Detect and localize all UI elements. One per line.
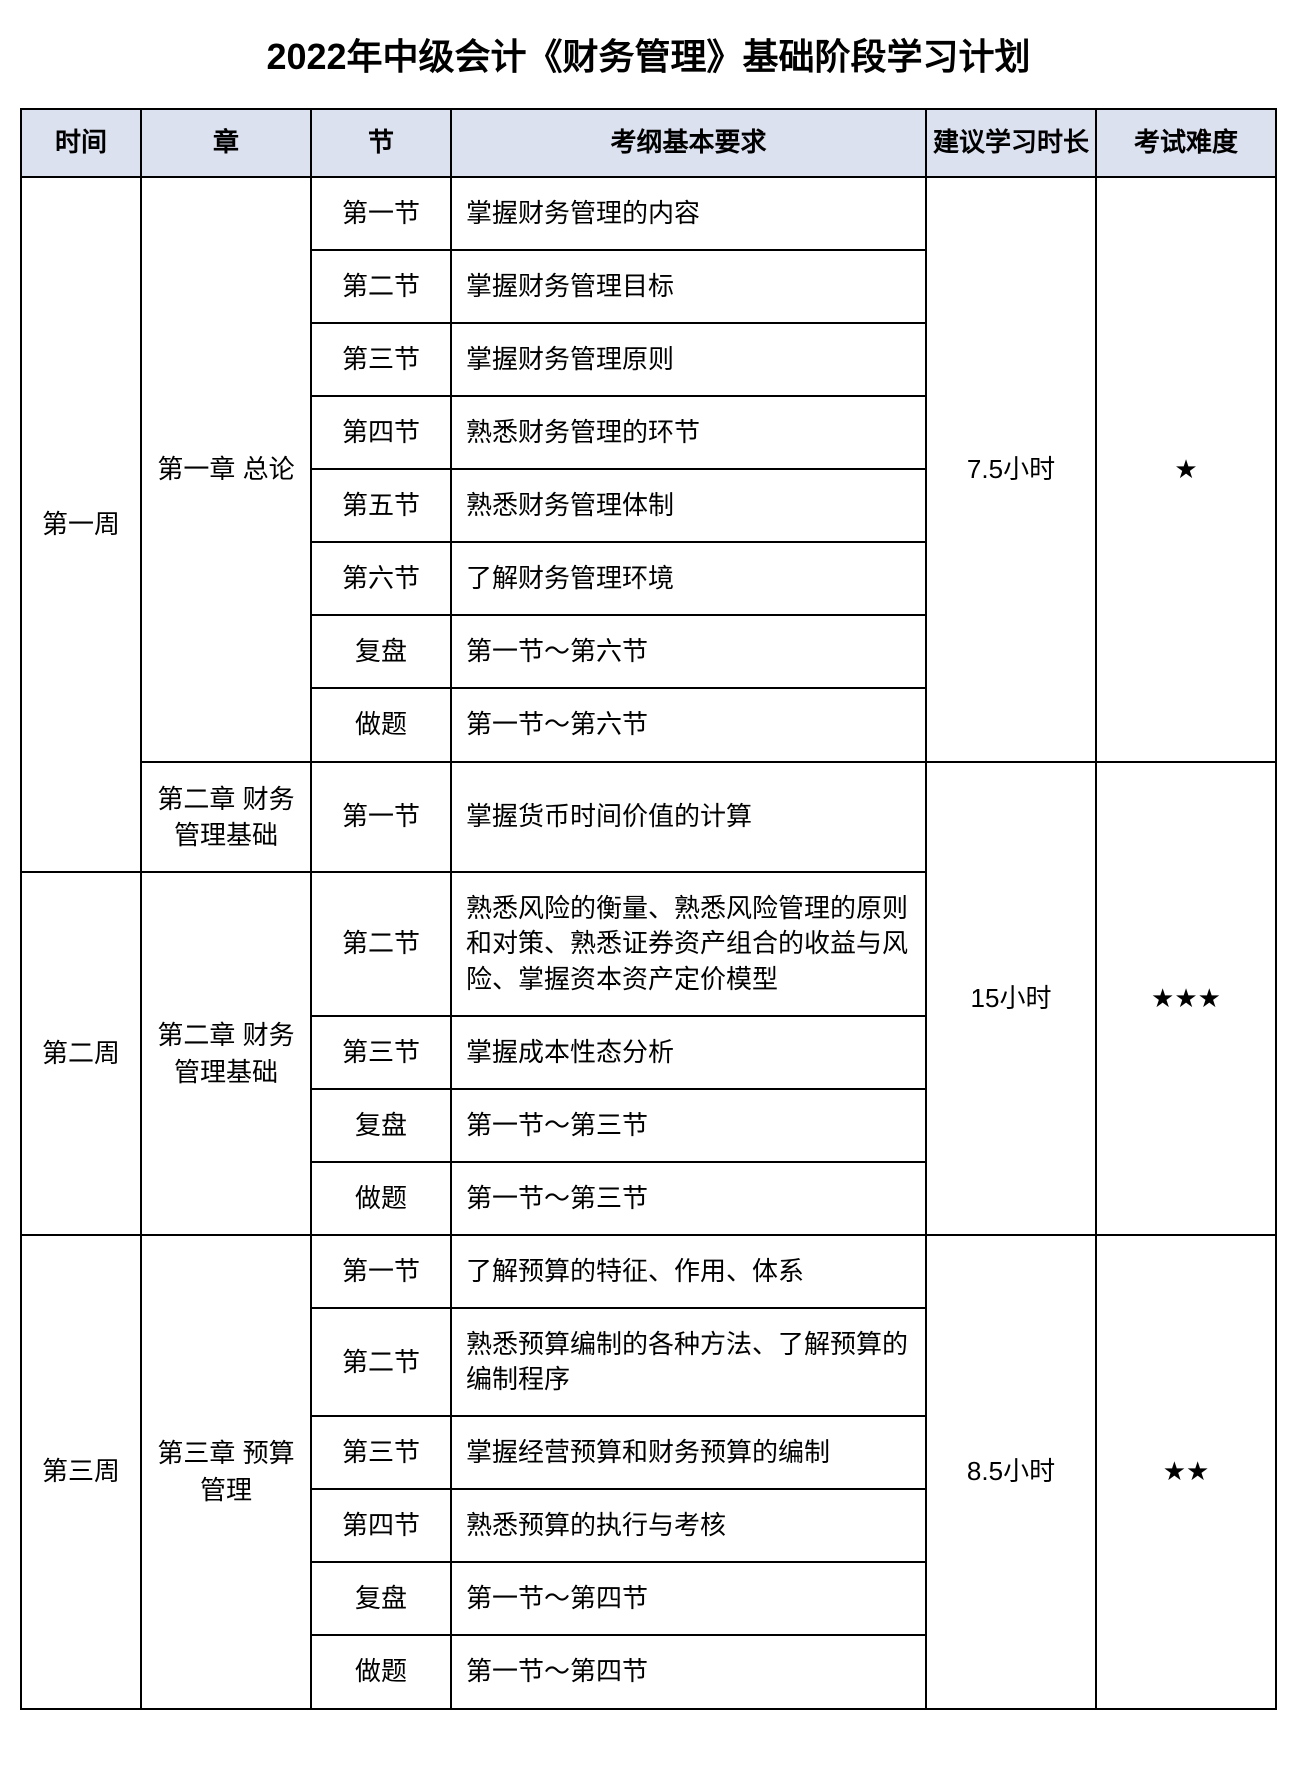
cell-section: 第五节 [311, 469, 451, 542]
cell-difficulty: ★★ [1096, 1235, 1276, 1709]
cell-time: 第二周 [21, 872, 141, 1235]
cell-requirement: 第一节～第四节 [451, 1562, 926, 1635]
cell-hours: 8.5小时 [926, 1235, 1096, 1709]
cell-requirement: 掌握货币时间价值的计算 [451, 762, 926, 873]
cell-section: 第三节 [311, 323, 451, 396]
cell-requirement: 第一节～第六节 [451, 615, 926, 688]
cell-section: 做题 [311, 688, 451, 761]
cell-section: 第一节 [311, 762, 451, 873]
cell-difficulty: ★ [1096, 177, 1276, 762]
cell-section: 复盘 [311, 615, 451, 688]
header-difficulty: 考试难度 [1096, 109, 1276, 177]
cell-time: 第一周 [21, 177, 141, 873]
cell-hours: 7.5小时 [926, 177, 1096, 762]
table-header-row: 时间 章 节 考纲基本要求 建议学习时长 考试难度 [21, 109, 1276, 177]
cell-requirement: 掌握财务管理的内容 [451, 177, 926, 250]
cell-section: 第二节 [311, 872, 451, 1015]
header-chapter: 章 [141, 109, 311, 177]
study-plan-table: 时间 章 节 考纲基本要求 建议学习时长 考试难度 第一周 第一章 总论 第一节… [20, 108, 1277, 1710]
table-row: 第二章 财务管理基础 第一节 掌握货币时间价值的计算 15小时 ★★★ [21, 762, 1276, 873]
header-requirement: 考纲基本要求 [451, 109, 926, 177]
header-time: 时间 [21, 109, 141, 177]
cell-requirement: 第一节～第六节 [451, 688, 926, 761]
cell-requirement: 熟悉风险的衡量、熟悉风险管理的原则和对策、熟悉证券资产组合的收益与风险、掌握资本… [451, 872, 926, 1015]
header-hours: 建议学习时长 [926, 109, 1096, 177]
cell-difficulty: ★★★ [1096, 762, 1276, 1235]
cell-section: 第二节 [311, 1308, 451, 1416]
cell-chapter: 第二章 财务管理基础 [141, 872, 311, 1235]
cell-section: 做题 [311, 1635, 451, 1708]
cell-section: 第三节 [311, 1016, 451, 1089]
cell-section: 第四节 [311, 396, 451, 469]
cell-time: 第三周 [21, 1235, 141, 1709]
cell-requirement: 了解预算的特征、作用、体系 [451, 1235, 926, 1308]
cell-section: 第四节 [311, 1489, 451, 1562]
cell-section: 第三节 [311, 1416, 451, 1489]
cell-requirement: 第一节～第三节 [451, 1162, 926, 1235]
cell-requirement: 掌握财务管理原则 [451, 323, 926, 396]
table-row: 第三周 第三章 预算管理 第一节 了解预算的特征、作用、体系 8.5小时 ★★ [21, 1235, 1276, 1308]
cell-section: 复盘 [311, 1562, 451, 1635]
cell-requirement: 熟悉财务管理的环节 [451, 396, 926, 469]
cell-section: 第一节 [311, 177, 451, 250]
cell-section: 做题 [311, 1162, 451, 1235]
cell-chapter: 第一章 总论 [141, 177, 311, 762]
cell-chapter: 第三章 预算管理 [141, 1235, 311, 1709]
cell-requirement: 了解财务管理环境 [451, 542, 926, 615]
cell-requirement: 掌握财务管理目标 [451, 250, 926, 323]
page-title: 2022年中级会计《财务管理》基础阶段学习计划 [0, 0, 1297, 108]
cell-section: 第二节 [311, 250, 451, 323]
cell-requirement: 熟悉预算编制的各种方法、了解预算的编制程序 [451, 1308, 926, 1416]
cell-requirement: 第一节～第四节 [451, 1635, 926, 1708]
cell-requirement: 熟悉预算的执行与考核 [451, 1489, 926, 1562]
cell-section: 第一节 [311, 1235, 451, 1308]
table-row: 第一周 第一章 总论 第一节 掌握财务管理的内容 7.5小时 ★ [21, 177, 1276, 250]
cell-section: 第六节 [311, 542, 451, 615]
cell-requirement: 熟悉财务管理体制 [451, 469, 926, 542]
cell-requirement: 掌握经营预算和财务预算的编制 [451, 1416, 926, 1489]
cell-requirement: 第一节～第三节 [451, 1089, 926, 1162]
cell-section: 复盘 [311, 1089, 451, 1162]
header-section: 节 [311, 109, 451, 177]
cell-hours: 15小时 [926, 762, 1096, 1235]
cell-requirement: 掌握成本性态分析 [451, 1016, 926, 1089]
cell-chapter: 第二章 财务管理基础 [141, 762, 311, 873]
